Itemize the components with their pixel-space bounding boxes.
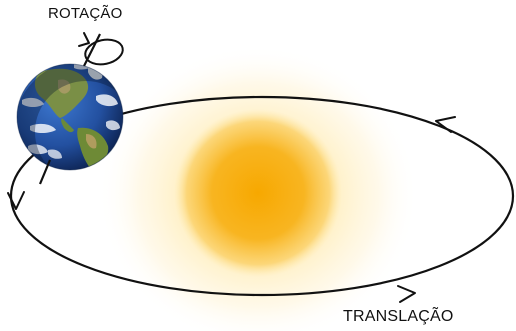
- sun-icon: [98, 45, 418, 331]
- orbit-ellipse: [9, 95, 515, 297]
- earth-axis-top: [81, 33, 101, 71]
- rotation-arrow-icon: [78, 32, 124, 66]
- rotation-label: ROTAÇÃO: [48, 5, 123, 22]
- earth-axis-bottom: [38, 159, 52, 185]
- earth-globe-icon: [16, 63, 124, 171]
- orbit-arrow-bottom-icon: [397, 285, 416, 303]
- orbit-arrow-left-icon: [7, 191, 25, 210]
- sun-core: [174, 109, 342, 277]
- translation-label: TRANSLAÇÃO: [343, 308, 454, 325]
- orbit-arrow-top-icon: [435, 116, 456, 133]
